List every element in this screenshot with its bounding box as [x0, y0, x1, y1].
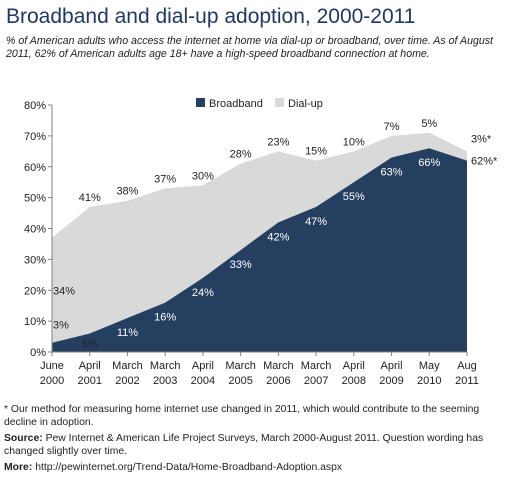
y-tick-label: 0%	[30, 347, 46, 359]
broadband-data-label: 16%	[154, 312, 176, 324]
y-tick-label: 70%	[24, 131, 46, 143]
x-tick-label-year: 2002	[115, 375, 139, 387]
dialup-data-label: 41%	[79, 192, 101, 204]
dialup-data-label: 7%	[384, 121, 400, 133]
x-tick-label-year: 2000	[40, 375, 64, 387]
dialup-data-label: 10%	[343, 136, 365, 148]
x-tick-label-year: 2008	[342, 375, 366, 387]
y-tick-label: 80%	[24, 100, 46, 112]
broadband-data-label: 11%	[117, 327, 138, 339]
y-tick-label: 10%	[24, 316, 46, 328]
broadband-data-label: 24%	[192, 287, 214, 299]
x-tick-label-month: April	[381, 360, 403, 372]
x-tick-label-month: April	[343, 360, 365, 372]
dialup-data-label: 37%	[154, 173, 176, 185]
legend-label-broadband: Broadband	[209, 98, 263, 110]
dialup-area	[52, 132, 467, 343]
source-text: Pew Internet & American Life Project Sur…	[4, 433, 484, 457]
x-tick-label-year: 2007	[304, 375, 328, 387]
legend-swatch-dialup	[275, 98, 284, 107]
chart-area: 0% 10% 20% 30% 40% 50% 60% 70% 80% June 2000 April 2…	[24, 98, 498, 387]
y-tick-label: 30%	[24, 254, 46, 266]
chart-subtitle: % of American adults who access the inte…	[6, 35, 493, 60]
broadband-data-label: 47%	[305, 216, 327, 228]
more-link[interactable]: http://pewinternet.org/Trend-Data/Home-B…	[35, 462, 343, 473]
x-tick-label-month: March	[150, 360, 181, 372]
legend-label-dialup: Dial-up	[288, 98, 323, 110]
broadband-data-label: 55%	[343, 191, 365, 203]
x-tick-label-year: 2009	[379, 375, 403, 387]
source-label: Source:	[4, 433, 43, 444]
y-tick-label: 50%	[24, 193, 46, 205]
dialup-data-label: 28%	[230, 149, 252, 161]
dialup-data-label: 15%	[305, 146, 327, 158]
y-tick-label: 40%	[24, 224, 46, 236]
dialup-data-label: 30%	[192, 170, 214, 182]
broadband-area	[52, 148, 467, 352]
x-tick-label-month: April	[192, 360, 214, 372]
x-tick-label-month: March	[112, 360, 143, 372]
x-tick-label-month: June	[40, 360, 64, 372]
broadband-data-label: 3%	[53, 320, 69, 332]
dialup-data-label: 38%	[116, 186, 138, 198]
x-tick-label-year: 2006	[266, 375, 290, 387]
broadband-data-label: 6%	[82, 338, 98, 350]
chart-title: Broadband and dial-up adoption, 2000-201…	[6, 5, 416, 28]
x-tick-label-month: March	[301, 360, 332, 372]
y-tick-label: 20%	[24, 285, 46, 297]
chart-notes: * Our method for measuring home internet…	[4, 403, 509, 477]
x-tick-label-year: 2004	[191, 375, 215, 387]
x-tick-label-year: 2010	[417, 375, 441, 387]
broadband-data-label: 42%	[267, 231, 289, 243]
y-tick-label: 60%	[24, 162, 46, 174]
x-tick-label-year: 2005	[228, 375, 252, 387]
x-tick-label-year: 2011	[455, 375, 479, 387]
x-tick-label-month: March	[225, 360, 256, 372]
x-tick-label-month: May	[419, 360, 440, 372]
broadband-data-label: 62%*	[471, 156, 498, 168]
broadband-data-label: 33%	[230, 259, 252, 271]
dialup-data-label: 5%	[421, 118, 437, 130]
dialup-data-label: 23%	[267, 136, 289, 148]
x-tick-label-month: March	[263, 360, 294, 372]
x-tick-label-month: April	[79, 360, 101, 372]
footnote: * Our method for measuring home internet…	[4, 404, 480, 428]
dialup-data-label: 3%*	[471, 133, 492, 145]
x-tick-label-month: Aug	[457, 360, 477, 372]
broadband-data-label: 63%	[381, 166, 403, 178]
broadband-data-label: 66%	[418, 157, 440, 169]
legend-swatch-broadband	[196, 98, 205, 107]
x-tick-label-year: 2003	[153, 375, 177, 387]
more-note: More: http://pewinternet.org/Trend-Data/…	[4, 461, 509, 474]
x-tick-label-year: 2001	[77, 375, 101, 387]
source-note: Source: Pew Internet & American Life Pro…	[4, 432, 509, 458]
dialup-data-label: 34%	[53, 285, 75, 297]
more-label: More:	[4, 462, 33, 473]
